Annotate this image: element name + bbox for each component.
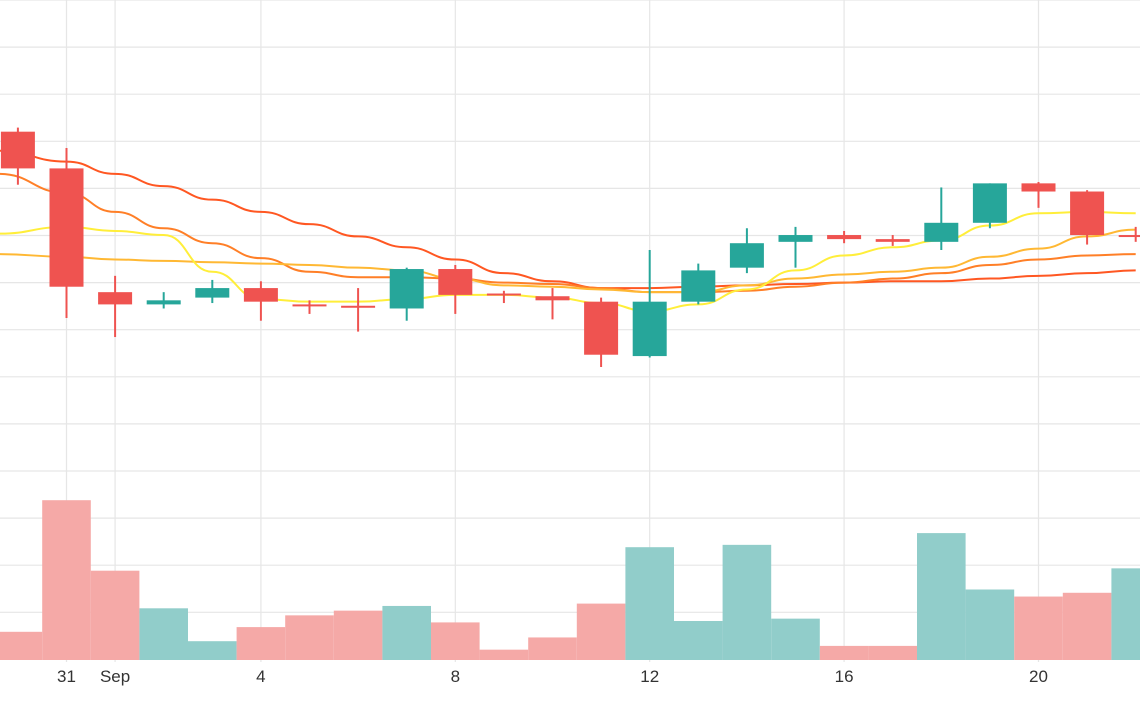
x-tick-label: 16 (835, 667, 854, 686)
volume-bars (0, 500, 1140, 660)
horizontal-gridlines (0, 0, 1140, 613)
candle-body (729, 243, 764, 268)
candle (486, 290, 521, 304)
candle-body (1118, 235, 1140, 238)
candle (438, 264, 473, 314)
volume-bar (333, 610, 383, 660)
volume-bar (479, 649, 529, 660)
candle (1070, 190, 1105, 245)
volume-bar (431, 622, 480, 660)
candle-body (535, 296, 570, 301)
candle (681, 263, 716, 305)
volume-bar (625, 547, 674, 660)
candle (389, 267, 424, 321)
volume-bar (1111, 568, 1140, 660)
moving-average-line (0, 228, 1136, 294)
candle-body (875, 239, 910, 242)
candle-body (827, 235, 862, 240)
candle (98, 275, 133, 338)
candle-body (1070, 191, 1105, 236)
candle-body (486, 293, 521, 296)
volume-bar (1062, 592, 1112, 660)
candle (729, 228, 764, 274)
candle-body (146, 300, 181, 305)
volume-bar (965, 589, 1015, 660)
volume-bar (917, 533, 966, 660)
volume-bar (528, 637, 577, 660)
volume-bar (868, 645, 917, 660)
volume-bar (139, 608, 188, 660)
candle-body (0, 131, 35, 169)
candle-body (1021, 183, 1056, 192)
candle-body (243, 288, 278, 302)
x-tick-label: 20 (1029, 667, 1048, 686)
candle (0, 127, 35, 185)
candle (341, 288, 376, 332)
candle-body (584, 301, 619, 355)
candle-body (972, 183, 1007, 223)
volume-bar (576, 603, 626, 660)
candle (632, 250, 667, 358)
candle-body (195, 288, 230, 298)
volume-bar (90, 570, 140, 660)
moving-average-lines (0, 149, 1136, 313)
candle (292, 300, 327, 314)
candle (584, 297, 619, 367)
candles (0, 127, 1140, 367)
volume-bar (819, 645, 869, 660)
candle (1118, 226, 1140, 242)
volume-bar (1014, 596, 1063, 660)
candle-body (341, 305, 376, 308)
x-tick-label: 31 (57, 667, 76, 686)
candle-body (778, 235, 813, 242)
candle (195, 279, 230, 304)
candle (49, 148, 84, 318)
volume-bar (722, 544, 772, 660)
volume-bar (188, 641, 237, 660)
volume-bar (236, 627, 286, 660)
volume-bar (285, 615, 334, 660)
candle (972, 183, 1007, 229)
candle (924, 187, 959, 250)
x-tick-label: 4 (256, 667, 265, 686)
candle-body (681, 270, 716, 302)
volume-bar (771, 618, 820, 660)
candle-body (49, 168, 84, 287)
candle-body (292, 304, 327, 307)
moving-average-line (0, 172, 1136, 294)
x-tick-label: 12 (640, 667, 659, 686)
volume-bar (42, 500, 91, 660)
candle (535, 288, 570, 320)
candle (146, 292, 181, 309)
x-axis-tick-labels: 31 Sep 4 8 12 16 20 (57, 667, 1048, 686)
candle (1021, 182, 1056, 208)
candle (778, 226, 813, 268)
candle-body (389, 269, 424, 309)
vertical-gridlines (65, 0, 1040, 662)
volume-bar (382, 605, 431, 660)
candle (243, 281, 278, 321)
candle (827, 230, 862, 244)
candle (875, 235, 910, 246)
x-tick-label: 8 (451, 667, 460, 686)
candle-body (98, 292, 133, 305)
candle-body (632, 301, 667, 357)
volume-bar (674, 620, 723, 660)
candle-body (924, 222, 959, 242)
candle-body (438, 269, 473, 295)
x-tick-label: Sep (100, 667, 130, 686)
moving-average-line (0, 149, 1136, 290)
volume-bar (0, 631, 43, 660)
